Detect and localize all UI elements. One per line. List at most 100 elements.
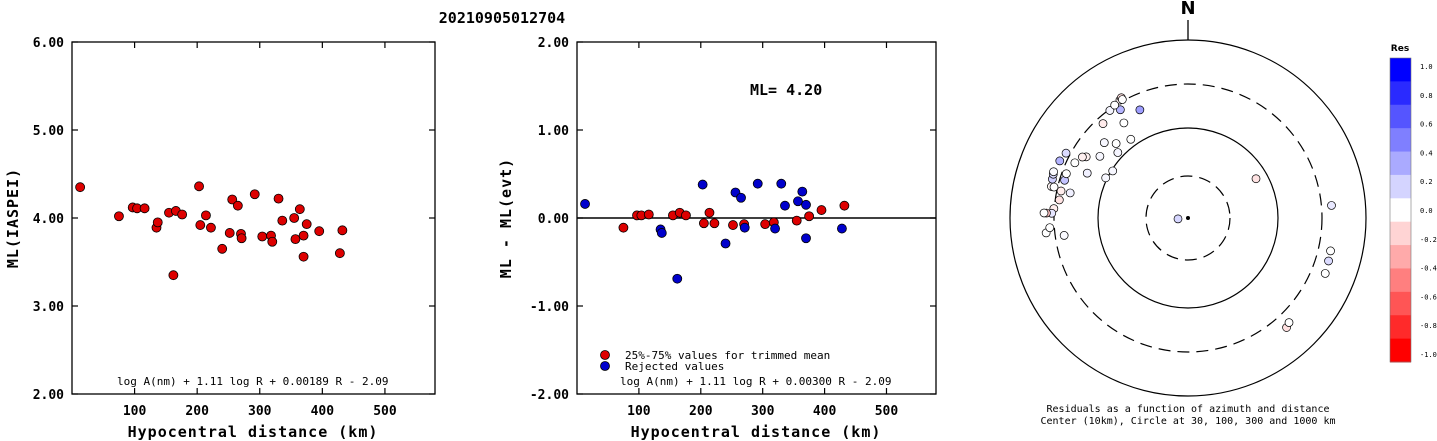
station-residual-point bbox=[1108, 166, 1118, 176]
plot1-frame bbox=[71, 41, 436, 395]
colorbar-tick-label: 0.2 bbox=[1420, 178, 1433, 186]
station-residual-point bbox=[1049, 182, 1059, 192]
plot1-xtick-label: 100 bbox=[123, 404, 147, 419]
station-residual-point bbox=[1045, 223, 1055, 233]
station-residual-point bbox=[1116, 105, 1125, 115]
colorbar-tick-label: -0.8 bbox=[1420, 322, 1437, 330]
ml-point bbox=[298, 230, 309, 241]
station-residual-point bbox=[1099, 138, 1109, 147]
trimmed-residual-point bbox=[709, 218, 720, 229]
station-residual-point bbox=[1070, 158, 1080, 168]
station-residual-point bbox=[1059, 231, 1069, 240]
plot1-ytick-label: 6.00 bbox=[33, 36, 64, 51]
plot1-xtick-label: 400 bbox=[311, 404, 335, 419]
station-residual-point bbox=[1056, 186, 1066, 196]
station-residual-point bbox=[1326, 246, 1335, 256]
plot2-xtick-label: 300 bbox=[751, 404, 775, 419]
rejected-residual-point bbox=[780, 200, 790, 211]
rejected-residual-point bbox=[656, 228, 667, 238]
station-residual-point bbox=[1324, 256, 1333, 266]
colorbar-cell bbox=[1390, 198, 1411, 223]
station-residual-point bbox=[1251, 174, 1261, 184]
colorbar-title: Res bbox=[1391, 44, 1409, 54]
ring-1000km bbox=[1009, 39, 1367, 397]
colorbar-cell bbox=[1390, 268, 1411, 293]
residual-vs-distance-plot: 100 200 300 400 500 -2.00 -1.00 0.00 1.00 2.00 ML… bbox=[497, 36, 937, 441]
station-residual-point bbox=[1078, 152, 1087, 162]
colorbar-tick-label: 1.0 bbox=[1420, 63, 1433, 71]
legend-label-trimmed: 25%-75% values for trimmed mean bbox=[625, 349, 830, 362]
ml-point bbox=[232, 200, 243, 211]
plot1-xtick-label: 500 bbox=[373, 404, 397, 419]
colorbar-cell bbox=[1390, 315, 1411, 340]
colorbar-tick-label: -0.4 bbox=[1420, 265, 1437, 273]
station-residual-point bbox=[1117, 95, 1127, 104]
trimmed-residual-point bbox=[704, 207, 715, 218]
ml-point bbox=[224, 228, 235, 238]
rejected-residual-point bbox=[580, 199, 590, 209]
plot1-points bbox=[75, 181, 348, 281]
ml-point bbox=[194, 181, 204, 192]
station-residual-point bbox=[1061, 169, 1071, 179]
ml-point bbox=[152, 217, 163, 228]
event-id-title: 20210905012704 bbox=[439, 9, 565, 27]
colorbar-tick-label: 0.4 bbox=[1420, 149, 1433, 157]
ml-vs-distance-plot: 100 200 300 400 500 2.00 3.00 4.00 5.00 6.00 ML(I… bbox=[4, 36, 436, 441]
plot2-ytick-label: 1.00 bbox=[538, 124, 569, 139]
station-residual-point bbox=[1110, 100, 1120, 110]
trimmed-residual-point bbox=[791, 215, 802, 226]
station-residual-point bbox=[1320, 269, 1330, 278]
colorbar-tick-label: -1.0 bbox=[1420, 351, 1437, 359]
colorbar-tick-label: 0.0 bbox=[1420, 207, 1433, 215]
station-residual-point bbox=[1135, 105, 1145, 115]
colorbar-frame bbox=[1389, 57, 1412, 363]
colorbar-cell bbox=[1390, 81, 1411, 106]
colorbar-ticks: 1.0 0.8 0.6 0.4 0.2 0.0 -0.2 -0.4 -0.6 -0.8 -1.0 bbox=[1420, 63, 1437, 359]
ml-point bbox=[139, 203, 150, 214]
rejected-residual-point bbox=[736, 192, 746, 203]
plot2-ylabel: ML - ML(evt) bbox=[497, 158, 515, 278]
ml-point bbox=[257, 231, 268, 242]
ml-point bbox=[277, 215, 288, 226]
colorbar-cell bbox=[1390, 128, 1411, 153]
ml-point bbox=[114, 211, 124, 222]
rejected-residual-point bbox=[797, 186, 808, 197]
plot2-points bbox=[580, 178, 850, 284]
station-residual-point bbox=[1049, 167, 1058, 177]
ml-point bbox=[227, 194, 238, 205]
station-residual-point bbox=[1082, 168, 1092, 178]
rejected-residual-point bbox=[752, 178, 763, 189]
ml-point bbox=[249, 189, 260, 200]
plot2-xtick-label: 500 bbox=[875, 404, 899, 419]
trimmed-residual-point bbox=[681, 210, 691, 221]
plot2-formula: log A(nm) + 1.11 log R + 0.00300 R - 2.0… bbox=[620, 375, 892, 388]
epicenter-dot bbox=[1186, 216, 1190, 220]
rejected-residual-point bbox=[837, 223, 847, 234]
colorbar-cell bbox=[1390, 291, 1411, 316]
ml-point bbox=[168, 270, 179, 281]
colorbar-cell bbox=[1390, 58, 1411, 82]
plot1-ytick-label: 5.00 bbox=[33, 124, 64, 139]
ml-point bbox=[337, 225, 348, 236]
colorbar-cell bbox=[1390, 151, 1411, 176]
ml-point bbox=[267, 236, 278, 247]
ml-point bbox=[301, 219, 312, 230]
plot1-formula: log A(nm) + 1.11 log R + 0.00189 R - 2.0… bbox=[117, 375, 389, 388]
plot2-ytick-label: 2.00 bbox=[538, 36, 569, 51]
colorbar-cell bbox=[1390, 174, 1411, 199]
plot2-xlabel: Hypocentral distance (km) bbox=[631, 423, 882, 441]
colorbar-cell bbox=[1390, 221, 1411, 246]
rejected-residual-point bbox=[770, 223, 780, 234]
ml-point bbox=[201, 210, 211, 221]
rejected-residual-point bbox=[720, 238, 731, 249]
station-residual-point bbox=[1173, 214, 1183, 224]
plot1-ytick-label: 2.00 bbox=[33, 388, 64, 403]
colorbar-tick-label: -0.6 bbox=[1420, 293, 1437, 301]
station-residual-point bbox=[1105, 106, 1115, 115]
ml-point bbox=[298, 251, 309, 262]
colorbar-cell bbox=[1390, 104, 1411, 129]
station-residual-point bbox=[1126, 134, 1136, 144]
rejected-residual-point bbox=[739, 222, 750, 233]
plot1-xlabel: Hypocentral distance (km) bbox=[128, 423, 379, 441]
polar-points bbox=[1039, 93, 1336, 332]
